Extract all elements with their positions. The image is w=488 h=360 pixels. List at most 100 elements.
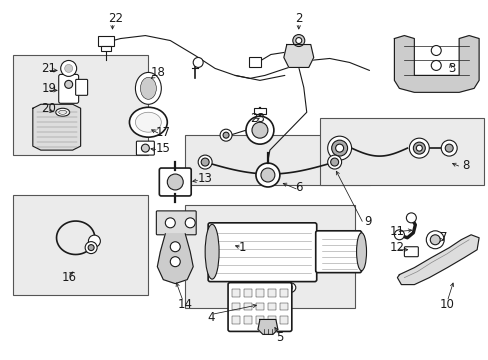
Text: 10: 10: [439, 298, 454, 311]
Bar: [13, 195, 148, 294]
Bar: [244, 289, 251, 297]
Bar: [232, 302, 240, 310]
Text: 21: 21: [41, 62, 56, 75]
Circle shape: [88, 245, 94, 251]
Text: 4: 4: [207, 311, 214, 324]
Circle shape: [64, 80, 73, 88]
Circle shape: [141, 144, 149, 152]
Bar: [279, 316, 287, 324]
Circle shape: [430, 45, 440, 55]
Bar: [319, 118, 483, 185]
FancyBboxPatch shape: [208, 223, 316, 282]
Circle shape: [245, 116, 273, 144]
Circle shape: [327, 136, 351, 160]
Ellipse shape: [205, 224, 219, 279]
FancyBboxPatch shape: [227, 283, 291, 332]
Bar: [279, 289, 287, 297]
Circle shape: [330, 158, 338, 166]
Bar: [98, 36, 113, 45]
FancyBboxPatch shape: [136, 141, 154, 155]
Text: 12: 12: [389, 241, 404, 254]
Circle shape: [85, 242, 97, 253]
Ellipse shape: [283, 283, 295, 293]
Bar: [185, 205, 354, 307]
FancyBboxPatch shape: [156, 211, 196, 235]
Ellipse shape: [286, 285, 292, 290]
Text: 7: 7: [440, 231, 447, 244]
Circle shape: [251, 122, 267, 138]
Bar: [255, 316, 264, 324]
Text: 22: 22: [108, 12, 123, 25]
Circle shape: [64, 64, 73, 72]
Circle shape: [426, 231, 443, 249]
Bar: [248, 58, 261, 67]
Ellipse shape: [244, 283, 255, 293]
Bar: [244, 302, 251, 310]
Circle shape: [331, 140, 347, 156]
Text: 20: 20: [41, 102, 56, 115]
Polygon shape: [258, 319, 277, 334]
Text: 16: 16: [61, 271, 76, 284]
Text: 3: 3: [447, 62, 455, 75]
Text: 23: 23: [250, 112, 265, 125]
Text: 9: 9: [363, 215, 370, 228]
Bar: [232, 316, 240, 324]
Circle shape: [170, 242, 180, 252]
Bar: [279, 302, 287, 310]
Text: 6: 6: [294, 181, 302, 194]
Text: 15: 15: [156, 141, 170, 155]
Bar: [255, 302, 264, 310]
Text: 17: 17: [156, 126, 170, 139]
Circle shape: [292, 35, 304, 46]
Ellipse shape: [56, 108, 69, 116]
FancyBboxPatch shape: [315, 231, 361, 273]
Circle shape: [394, 230, 404, 240]
Polygon shape: [397, 235, 478, 285]
Circle shape: [406, 213, 415, 223]
Bar: [185, 135, 369, 185]
Bar: [255, 289, 264, 297]
Text: 5: 5: [276, 331, 283, 344]
Text: 13: 13: [197, 171, 212, 185]
Bar: [267, 302, 275, 310]
Circle shape: [185, 218, 195, 228]
Circle shape: [201, 158, 209, 166]
Text: 1: 1: [238, 241, 245, 254]
Bar: [232, 289, 240, 297]
Ellipse shape: [59, 110, 66, 114]
Ellipse shape: [135, 72, 161, 104]
Ellipse shape: [140, 77, 156, 99]
Circle shape: [295, 37, 301, 44]
Circle shape: [170, 257, 180, 267]
Bar: [244, 316, 251, 324]
Bar: [267, 289, 275, 297]
Circle shape: [415, 145, 422, 151]
Polygon shape: [394, 36, 478, 92]
Text: 11: 11: [389, 225, 404, 238]
Polygon shape: [33, 104, 81, 150]
Polygon shape: [283, 45, 313, 67]
Circle shape: [335, 144, 343, 152]
Circle shape: [198, 155, 212, 169]
FancyBboxPatch shape: [404, 247, 417, 257]
Bar: [13, 55, 148, 155]
Text: 14: 14: [177, 298, 192, 311]
Polygon shape: [157, 234, 193, 284]
Text: 2: 2: [294, 12, 302, 25]
Ellipse shape: [266, 285, 272, 290]
Text: 18: 18: [151, 66, 165, 79]
Circle shape: [412, 142, 425, 154]
FancyBboxPatch shape: [159, 168, 191, 196]
Bar: [253, 108, 265, 114]
Circle shape: [220, 129, 232, 141]
Ellipse shape: [129, 107, 167, 137]
Circle shape: [88, 235, 100, 247]
Circle shape: [61, 60, 77, 76]
Ellipse shape: [356, 233, 366, 271]
Circle shape: [167, 174, 183, 190]
Circle shape: [223, 132, 228, 138]
FancyBboxPatch shape: [76, 80, 87, 95]
Circle shape: [255, 163, 279, 187]
Bar: [267, 316, 275, 324]
Circle shape: [430, 60, 440, 71]
